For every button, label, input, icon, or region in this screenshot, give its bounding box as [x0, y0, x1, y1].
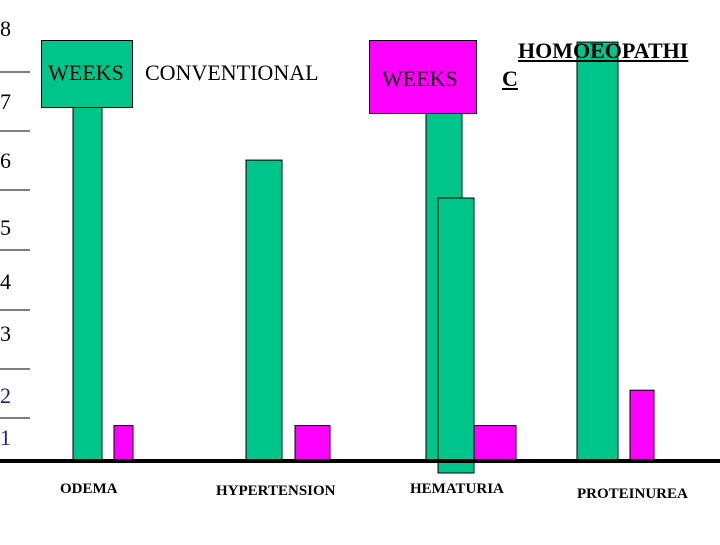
y-tick-label: 7 [0, 89, 11, 114]
legend-series-homoeopathic-line2: C [502, 66, 518, 91]
bar-homoeopathic-odema [113, 425, 134, 462]
y-tick-label: 5 [0, 215, 11, 240]
bars-group [72, 41, 655, 474]
legend-label-weeks-1: WEEKS [48, 60, 124, 85]
bar-homoeopathic-hypertension [294, 425, 331, 462]
x-tick-label-proteinurea: PROTEINUREA [577, 486, 688, 502]
legend-label-weeks-2: WEEKS [382, 66, 458, 91]
legend-swatch-homoeopathic [369, 40, 477, 114]
y-tick-label: 3 [0, 321, 11, 346]
legend-series-conventional: CONVENTIONAL [145, 60, 319, 85]
y-tick-label: 6 [0, 148, 11, 173]
bar-conventional-hypertension [245, 159, 283, 462]
x-tick-label-hypertension: HYPERTENSION [216, 483, 336, 499]
x-tick-label-hematuria: HEMATURIA [410, 481, 504, 497]
bar-homoeopathic-hematuria [473, 425, 517, 462]
x-tick-label-odema: ODEMA [60, 481, 118, 497]
y-tick-label: 4 [0, 269, 11, 294]
bar-conventional-proteinurea [576, 41, 619, 462]
legend-swatch-conventional [41, 40, 133, 108]
y-axis: 1 2 3 4 5 6 7 8 [0, 16, 30, 450]
y-tick-label: 2 [0, 383, 11, 408]
bar-conventional-odema [72, 100, 103, 462]
x-axis: ODEMA HYPERTENSION HEMATURIA PROTEINUREA [60, 481, 688, 502]
bar-homoeopathic-proteinurea [629, 389, 655, 462]
y-tick-label: 8 [0, 16, 11, 41]
bar-conventional-hematuria-overlay [437, 197, 475, 474]
y-tick-label: 1 [0, 425, 11, 450]
legend-series-homoeopathic-line1: HOMOEOPATHI [518, 38, 689, 63]
